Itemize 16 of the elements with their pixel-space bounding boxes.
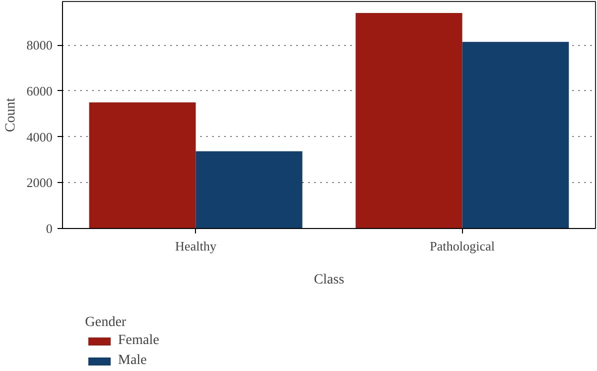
y-tick-label: 0 xyxy=(46,221,52,236)
y-tick-label: 8000 xyxy=(26,38,52,53)
legend-label: Female xyxy=(118,333,160,349)
y-tick-label: 2000 xyxy=(26,175,52,190)
bar xyxy=(356,12,462,228)
x-tick-label: Healthy xyxy=(175,238,217,254)
y-tick-label: 6000 xyxy=(26,83,52,98)
y-tick-label: 4000 xyxy=(26,129,52,144)
legend-title: Gender xyxy=(85,315,128,331)
y-axis-title: Count xyxy=(4,98,18,132)
x-tick-label: Pathological xyxy=(430,238,496,254)
bar xyxy=(196,151,302,228)
bar xyxy=(89,102,196,228)
x-axis-title: Class xyxy=(314,272,344,288)
bar xyxy=(462,42,569,228)
legend-label: Male xyxy=(118,353,147,369)
